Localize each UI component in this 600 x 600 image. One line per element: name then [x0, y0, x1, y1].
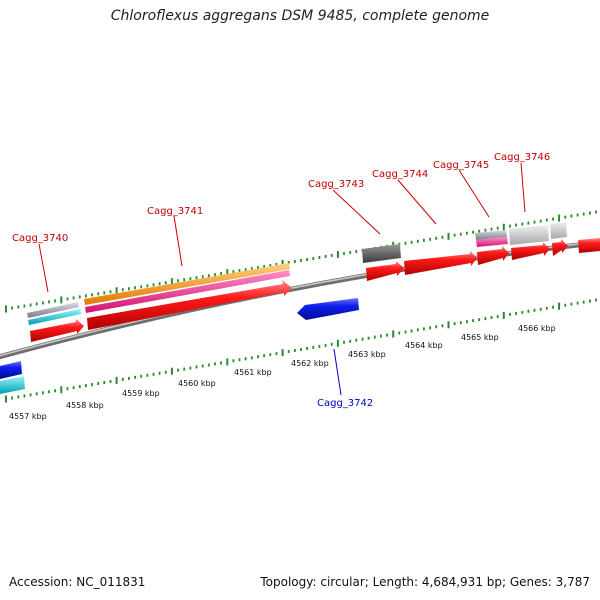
forward-scale-ticks	[5, 210, 597, 313]
gene-red-partial	[578, 238, 600, 253]
genome-title: Chloroflexus aggregans DSM 9485, complet…	[110, 8, 490, 24]
kbp-label: 4566 kbp	[518, 324, 556, 333]
feature-grey	[475, 230, 507, 240]
accession-text: Accession: NC_011831	[9, 575, 146, 589]
gene-right-edge[interactable]	[550, 222, 600, 256]
kbp-label: 4561 kbp	[234, 368, 272, 377]
feature-cyan	[0, 376, 25, 394]
kbp-label: 4565 kbp	[461, 333, 499, 342]
leader-line-cagg-3746	[520, 162, 526, 213]
leader-line-cagg-3742	[333, 348, 342, 396]
gene-cagg-3740[interactable]	[27, 302, 84, 342]
gene-arrow-red	[477, 246, 509, 265]
kbp-label: 4564 kbp	[405, 341, 443, 350]
gene-arrow-red	[87, 280, 292, 330]
feature-grey	[27, 302, 79, 318]
kbp-label: 4560 kbp	[178, 379, 216, 388]
gene-arrow-blue	[297, 298, 359, 320]
gene-cagg-3741[interactable]	[84, 263, 292, 330]
gene-arrow-red	[366, 261, 404, 281]
gene-arrow-red	[30, 319, 84, 342]
gene-left-edge[interactable]	[0, 361, 25, 394]
gene-cagg-3746[interactable]	[509, 225, 550, 260]
topology-text: Topology: circular; Length: 4,684,931 bp…	[260, 575, 590, 589]
leader-line-cagg-3744	[397, 179, 437, 225]
feature-orange	[84, 263, 290, 305]
feature-dark-grey	[362, 244, 401, 263]
gene-arrow-red	[552, 239, 568, 256]
gene-cagg-3744[interactable]	[404, 251, 477, 275]
leader-line-cagg-3740	[38, 243, 49, 293]
kbp-label: 4557 kbp	[9, 412, 47, 421]
gene-label-cagg-3746[interactable]: Cagg_3746	[494, 152, 550, 163]
feature-magenta	[476, 237, 508, 247]
kbp-label: 4559 kbp	[122, 389, 160, 398]
reverse-scale-ticks	[5, 298, 597, 403]
kbp-label: 4562 kbp	[291, 359, 329, 368]
leader-line-cagg-3741	[173, 215, 183, 267]
gene-label-cagg-3745[interactable]: Cagg_3745	[433, 160, 489, 171]
gene-cagg-3743[interactable]	[362, 244, 404, 281]
gene-arrow-red	[511, 242, 550, 260]
gene-label-cagg-3740[interactable]: Cagg_3740	[12, 233, 68, 244]
gene-cagg-3745[interactable]	[475, 230, 509, 265]
gene-label-cagg-3741[interactable]: Cagg_3741	[147, 206, 203, 217]
leader-line-cagg-3745	[458, 169, 490, 218]
gene-cagg-3742[interactable]	[297, 298, 359, 320]
feature-magenta	[85, 270, 290, 313]
feature-light-grey	[509, 225, 549, 245]
gene-arrow-red	[404, 251, 477, 275]
gene-arrow-blue	[0, 361, 22, 379]
feature-cyan	[28, 309, 81, 325]
kbp-label: 4558 kbp	[66, 401, 104, 410]
feature-light-grey	[550, 222, 567, 239]
leader-line-cagg-3743	[332, 189, 381, 235]
gene-label-cagg-3744[interactable]: Cagg_3744	[372, 169, 428, 180]
kbp-label: 4563 kbp	[348, 350, 386, 359]
gene-label-cagg-3742[interactable]: Cagg_3742	[317, 398, 373, 409]
gene-label-cagg-3743[interactable]: Cagg_3743	[308, 179, 364, 190]
